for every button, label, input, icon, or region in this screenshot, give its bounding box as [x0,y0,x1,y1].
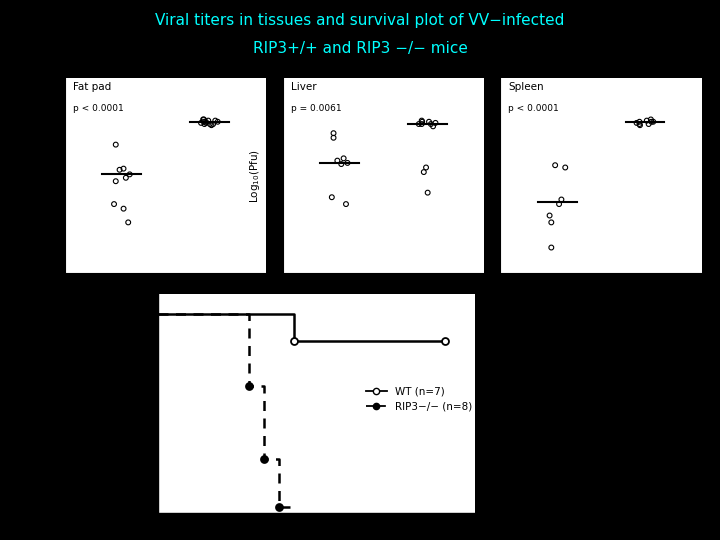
Point [207,120,219,129]
Point [206,121,217,130]
Point [326,193,338,201]
Text: RIP3+/+ and RIP3 −/− mice: RIP3+/+ and RIP3 −/− mice [253,40,467,56]
Point [200,117,212,126]
Point [110,177,122,186]
Point [197,115,209,124]
Point [200,119,212,127]
Point [423,117,435,126]
X-axis label: (Days): (Days) [297,538,336,540]
Point [199,120,210,129]
Y-axis label: Log$_{10}$(Pfu): Log$_{10}$(Pfu) [248,148,262,202]
Y-axis label: % Survival: % Survival [114,374,124,433]
Point [559,163,571,172]
Point [634,117,645,126]
Point [546,243,557,252]
Point [549,161,561,170]
Point [110,140,122,149]
Point [634,121,646,130]
Point [122,218,134,227]
Point [124,170,135,179]
Point [212,117,223,126]
Point [338,154,349,163]
Point [195,119,207,127]
Point [416,120,428,129]
Point [118,164,130,173]
Point [341,200,352,208]
Point [420,163,432,172]
Point [120,173,132,182]
Point [631,119,642,127]
Text: Spleen: Spleen [508,82,544,92]
Point [422,188,433,197]
Point [108,200,120,208]
Point [202,116,214,125]
Point [647,117,659,126]
Text: Viral titers in tissues and survival plot of VV−infected: Viral titers in tissues and survival plo… [156,14,564,29]
Point [210,116,221,125]
Point [198,117,210,126]
Legend: WT (n=7), RIP3−/− (n=8): WT (n=7), RIP3−/− (n=8) [361,382,477,416]
Text: p < 0.0001: p < 0.0001 [73,104,124,112]
Point [118,204,130,213]
Point [645,115,657,124]
Point [646,117,657,126]
Point [544,211,555,220]
Point [427,122,438,131]
Point [430,119,441,127]
Text: p < 0.0001: p < 0.0001 [508,104,559,112]
Point [556,195,567,204]
Point [342,159,354,167]
Point [418,168,430,177]
Point [425,120,436,129]
Point [328,133,339,142]
Point [416,116,428,125]
Point [198,115,210,124]
Point [416,117,428,126]
Y-axis label: Log$_{10}$(Pfu): Log$_{10}$(Pfu) [30,148,45,202]
Point [634,120,645,129]
Point [643,120,654,129]
Point [204,120,216,129]
Point [546,218,557,227]
Text: G: G [108,286,120,301]
Point [336,160,347,168]
Point [553,200,564,208]
Text: p = 0.0061: p = 0.0061 [291,104,341,112]
Point [328,129,339,138]
Point [641,116,652,125]
Text: Liver: Liver [291,82,316,92]
Point [413,120,425,129]
Point [332,156,343,165]
Point [114,165,125,174]
Text: Fat pad: Fat pad [73,82,111,92]
